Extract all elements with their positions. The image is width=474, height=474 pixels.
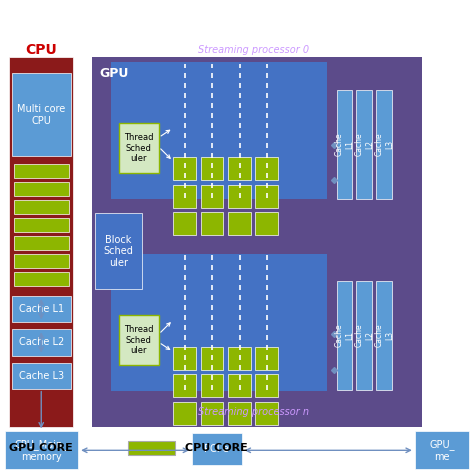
Bar: [356, 90, 372, 199]
Bar: [14, 182, 69, 196]
Bar: [228, 185, 251, 208]
Text: Cache L3: Cache L3: [19, 371, 64, 381]
Bar: [111, 62, 327, 199]
Bar: [337, 90, 352, 199]
Bar: [337, 281, 352, 390]
Bar: [201, 374, 223, 397]
Text: Streaming processor 0: Streaming processor 0: [198, 45, 309, 55]
Bar: [255, 212, 278, 235]
Bar: [255, 185, 278, 208]
Bar: [14, 218, 69, 232]
Text: Cache L1: Cache L1: [19, 304, 64, 314]
Bar: [376, 90, 392, 199]
Text: PCI e: PCI e: [204, 444, 229, 455]
Bar: [9, 57, 73, 427]
Text: CPU CORE: CPU CORE: [185, 443, 247, 453]
Text: GPU CORE: GPU CORE: [9, 443, 73, 453]
Bar: [128, 441, 175, 455]
Bar: [415, 431, 469, 469]
Bar: [14, 254, 69, 268]
Bar: [228, 374, 251, 397]
Text: GPU: GPU: [100, 67, 129, 80]
Text: Cache
L1: Cache L1: [335, 133, 354, 156]
Bar: [255, 347, 278, 370]
Text: Cache
L3: Cache L3: [374, 323, 394, 347]
Bar: [173, 374, 196, 397]
Bar: [201, 347, 223, 370]
Text: Cache
L2: Cache L2: [355, 133, 374, 156]
Bar: [376, 281, 392, 390]
Text: CPU: CPU: [26, 43, 57, 57]
Bar: [173, 402, 196, 425]
Bar: [173, 157, 196, 180]
Bar: [255, 402, 278, 425]
Text: Cache
L3: Cache L3: [374, 133, 394, 156]
Bar: [14, 164, 69, 178]
Bar: [228, 347, 251, 370]
Bar: [201, 157, 223, 180]
Bar: [228, 212, 251, 235]
Bar: [12, 296, 71, 322]
Bar: [228, 402, 251, 425]
Bar: [201, 402, 223, 425]
Bar: [14, 272, 69, 286]
Text: Thread
Sched
uler: Thread Sched uler: [124, 325, 154, 355]
Bar: [228, 157, 251, 180]
Bar: [12, 73, 71, 156]
Bar: [14, 200, 69, 214]
Text: Cache
L2: Cache L2: [355, 323, 374, 347]
Text: Streaming processor n: Streaming processor n: [198, 407, 309, 418]
Bar: [118, 315, 159, 365]
Bar: [14, 236, 69, 250]
Bar: [192, 433, 242, 465]
Bar: [12, 363, 71, 389]
Bar: [118, 123, 159, 173]
Text: Cache
L1: Cache L1: [335, 323, 354, 347]
Bar: [173, 185, 196, 208]
Bar: [5, 431, 78, 469]
Bar: [201, 212, 223, 235]
Bar: [173, 347, 196, 370]
Bar: [255, 157, 278, 180]
Text: CPU_Main_
memory: CPU_Main_ memory: [15, 439, 68, 462]
Bar: [356, 281, 372, 390]
Text: Block
Sched
uler: Block Sched uler: [103, 235, 134, 268]
Bar: [111, 254, 327, 391]
Text: Cache L2: Cache L2: [19, 337, 64, 347]
Bar: [92, 57, 422, 427]
Bar: [173, 212, 196, 235]
Bar: [255, 374, 278, 397]
Bar: [12, 329, 71, 356]
Text: GPU_
me: GPU_ me: [429, 439, 455, 462]
Text: Multi core
CPU: Multi core CPU: [18, 104, 65, 126]
Bar: [201, 185, 223, 208]
Text: Thread
Sched
uler: Thread Sched uler: [124, 133, 154, 163]
Bar: [95, 213, 142, 289]
